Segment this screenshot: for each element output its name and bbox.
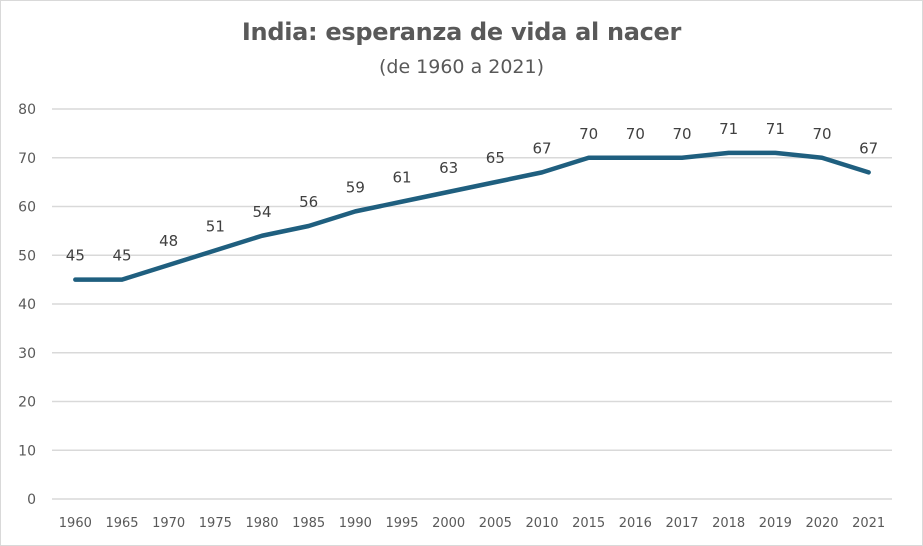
x-tick-label: 2018 — [712, 516, 745, 531]
data-label: 63 — [439, 159, 458, 177]
x-tick-label: 2016 — [619, 516, 652, 531]
x-tick-label: 1970 — [152, 516, 185, 531]
x-tick-label: 1965 — [105, 516, 138, 531]
data-label: 70 — [672, 125, 691, 143]
data-label: 56 — [299, 193, 318, 211]
x-tick-label: 1960 — [59, 516, 92, 531]
x-tick-label: 2021 — [852, 516, 885, 531]
data-label: 45 — [112, 247, 131, 265]
data-label: 61 — [392, 169, 411, 187]
data-label: 54 — [252, 203, 271, 221]
data-label: 67 — [859, 139, 878, 157]
x-tick-label: 2015 — [572, 516, 605, 531]
data-label: 71 — [719, 120, 738, 138]
x-tick-label: 2017 — [665, 516, 698, 531]
y-tick-label: 30 — [18, 346, 36, 362]
data-label: 59 — [346, 178, 365, 196]
y-tick-label: 20 — [18, 395, 36, 411]
data-label: 71 — [766, 120, 785, 138]
series-group — [73, 150, 871, 282]
y-tick-label: 70 — [18, 151, 36, 167]
data-label: 70 — [812, 125, 831, 143]
chart-title: India: esperanza de vida al nacer — [241, 18, 682, 46]
x-tick-label: 2010 — [525, 516, 558, 531]
y-tick-label: 60 — [18, 200, 36, 216]
x-tick-label: 2000 — [432, 516, 465, 531]
data-label: 67 — [532, 139, 551, 157]
y-tick-label: 0 — [27, 492, 36, 508]
x-tick-label: 2019 — [759, 516, 792, 531]
x-tick-label: 1980 — [245, 516, 278, 531]
y-tick-label: 50 — [18, 248, 36, 264]
y-tick-label: 10 — [18, 443, 36, 459]
x-tick-label: 2020 — [805, 516, 838, 531]
series-line — [73, 150, 871, 282]
x-tick-label: 1975 — [199, 516, 232, 531]
gridlines — [52, 108, 892, 500]
x-tick-label: 1995 — [385, 516, 418, 531]
data-label: 65 — [486, 149, 505, 167]
data-label: 48 — [159, 232, 178, 250]
y-axis-ticks: 0 10 20 30 40 50 60 70 80 — [18, 102, 36, 508]
x-tick-label: 1985 — [292, 516, 325, 531]
data-labels: 45 45 48 51 54 56 59 61 63 65 67 70 70 70 71 71 70 67 — [66, 120, 878, 265]
y-tick-label: 80 — [18, 102, 36, 118]
chart-subtitle: (de 1960 a 2021) — [378, 56, 545, 78]
x-axis-ticks: 1960 1965 1970 1975 1980 1985 1990 1995 2000 2005… — [59, 516, 885, 531]
y-tick-label: 40 — [18, 297, 36, 313]
data-label: 70 — [579, 125, 598, 143]
data-label: 51 — [206, 217, 225, 235]
data-label: 45 — [66, 247, 85, 265]
data-label: 70 — [626, 125, 645, 143]
x-tick-label: 2005 — [479, 516, 512, 531]
x-tick-label: 1990 — [339, 516, 372, 531]
